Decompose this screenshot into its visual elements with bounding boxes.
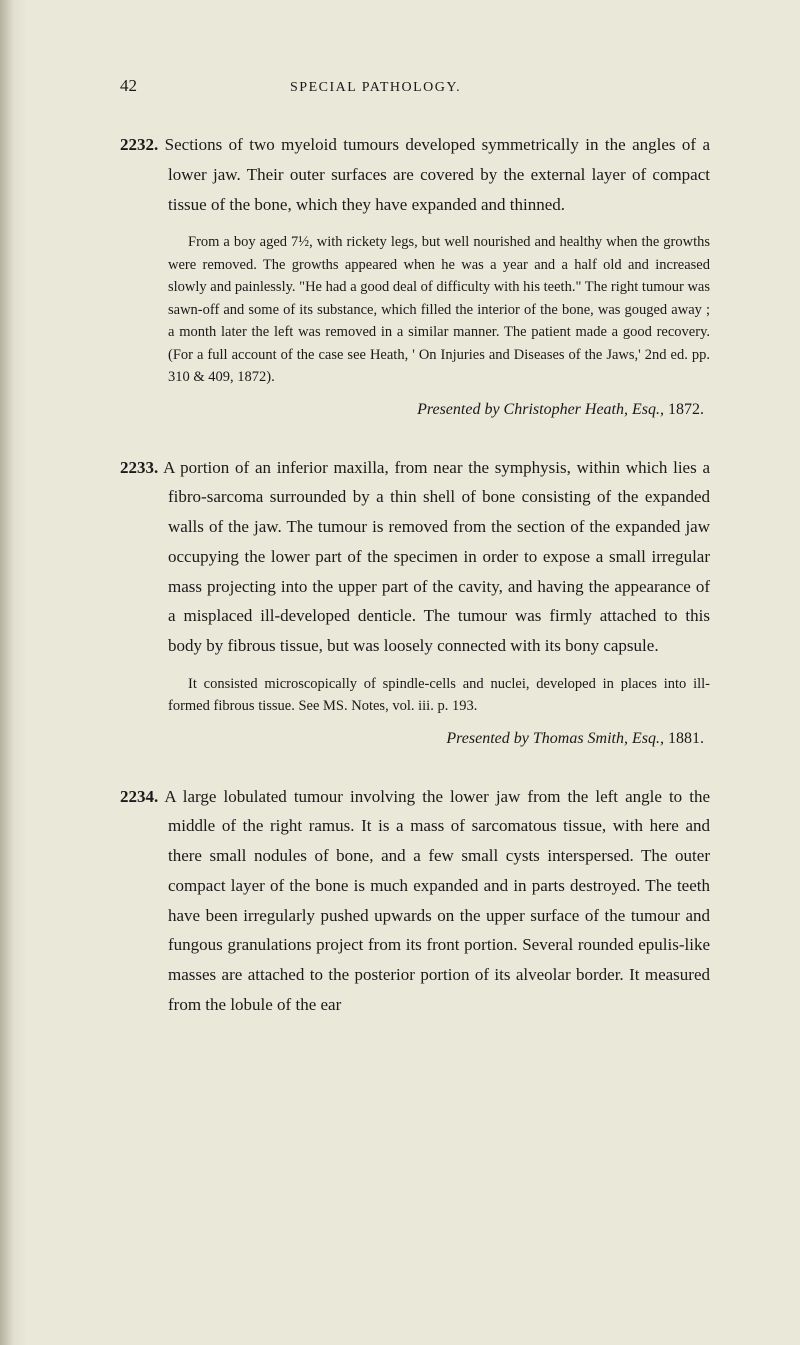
entry-body: 2233. A portion of an inferior maxilla, … [120,453,710,661]
running-title: SPECIAL PATHOLOGY. [290,80,461,96]
page-header: 42 SPECIAL PATHOLOGY. [120,76,710,96]
catalog-entry: 2232. Sections of two myeloid tumours de… [120,130,710,419]
entry-number: 2233. [120,458,158,477]
presented-line: Presented by Thomas Smith, Esq., 1881. [120,730,710,748]
entry-note: From a boy aged 7½, with rickety legs, b… [168,231,710,388]
presented-year: 1881. [664,730,704,747]
entry-note: It consisted microscopically of spindle-… [168,673,710,718]
presented-by: Presented by Christopher Heath, Esq., [417,401,664,418]
presented-line: Presented by Christopher Heath, Esq., 18… [120,401,710,419]
catalog-entry: 2234. A large lobulated tumour involving… [120,782,710,1020]
entry-number: 2234. [120,787,158,806]
presented-year: 1872. [664,401,704,418]
entry-text: A portion of an inferior maxilla, from n… [163,458,710,656]
page-number: 42 [120,76,190,96]
presented-by: Presented by Thomas Smith, Esq., [446,730,664,747]
entry-body: 2232. Sections of two myeloid tumours de… [120,130,710,219]
entry-body: 2234. A large lobulated tumour involving… [120,782,710,1020]
entry-number: 2232. [120,135,158,154]
entry-text: Sections of two myeloid tumours develope… [165,135,710,214]
catalog-entry: 2233. A portion of an inferior maxilla, … [120,453,710,748]
page-container: 42 SPECIAL PATHOLOGY. 2232. Sections of … [0,0,800,1114]
entry-text: A large lobulated tumour involving the l… [164,787,710,1014]
